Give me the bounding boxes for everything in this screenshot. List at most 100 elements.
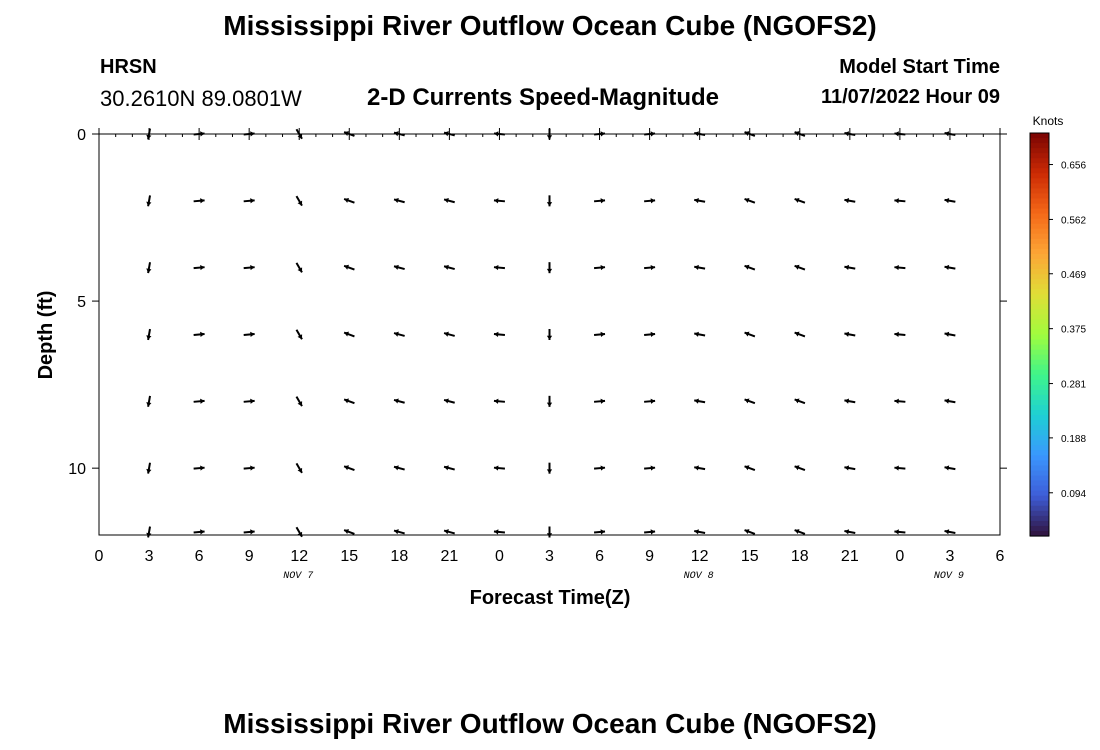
colorbar-swatch	[1030, 349, 1049, 356]
vector-arrow-head	[250, 331, 255, 337]
vector-arrow-head	[493, 529, 499, 535]
vector-arrow-head	[794, 197, 800, 203]
vector-arrow-head	[546, 402, 553, 407]
chart-title-repeat: Mississippi River Outflow Ocean Cube (NG…	[223, 708, 877, 739]
vector-arrow-head	[444, 398, 449, 404]
date-label: NOV 9	[934, 571, 964, 582]
x-tick-label: 18	[390, 548, 408, 565]
colorbar-swatch	[1030, 133, 1049, 139]
colorbar-swatch	[1030, 384, 1049, 391]
vector-arrow-head	[744, 264, 750, 270]
vector-arrow-head	[694, 398, 699, 404]
x-tick-label: 15	[340, 548, 358, 565]
colorbar-swatch	[1030, 410, 1049, 416]
vector-arrow-head	[250, 465, 255, 471]
colorbar-swatch	[1030, 218, 1049, 225]
vector-arrow-head	[650, 529, 656, 535]
colorbar-swatch	[1030, 364, 1049, 371]
colorbar-swatch	[1030, 465, 1049, 472]
vector-arrow-head	[944, 398, 950, 404]
colorbar-swatch	[1030, 148, 1049, 154]
vector-arrow-head	[944, 465, 950, 471]
colorbar-swatch	[1030, 314, 1049, 320]
vector-arrow-head	[297, 267, 303, 273]
date-label: NOV 7	[283, 571, 313, 582]
vector-arrow-head	[200, 264, 205, 271]
chart-title: Mississippi River Outflow Ocean Cube (NG…	[223, 10, 877, 41]
vector-arrow-head	[250, 198, 255, 204]
colorbar-swatch	[1030, 263, 1049, 270]
vector-arrow-head	[694, 331, 699, 337]
vector-arrow-head	[650, 465, 656, 471]
vector-arrow-head	[546, 268, 553, 274]
x-tick-label: 3	[545, 548, 554, 565]
colorbar-swatch	[1030, 274, 1049, 280]
colorbar-swatch	[1030, 269, 1049, 275]
colorbar-swatch	[1030, 339, 1049, 346]
vector-arrow-head	[297, 467, 303, 473]
vector-arrow-head	[250, 529, 255, 535]
colorbar-swatch	[1030, 183, 1049, 190]
colorbar-swatch	[1030, 520, 1049, 527]
colorbar-swatch	[1030, 243, 1049, 250]
colorbar-swatch	[1030, 515, 1049, 522]
vector-arrow-head	[297, 133, 303, 139]
vector-arrow-head	[794, 264, 800, 270]
colorbar-swatch	[1030, 405, 1049, 411]
x-axis-label: Forecast Time(Z)	[470, 587, 631, 609]
vector-arrow-head	[694, 465, 699, 471]
colorbar-swatch	[1030, 163, 1049, 169]
colorbar: 0.094 0.188 0.281 0.375 0.469 0.562 0.656	[1029, 132, 1086, 537]
x-tick-label: 9	[645, 548, 654, 565]
x-tick-label: 3	[945, 548, 954, 565]
x-tick-label: 6	[996, 548, 1005, 565]
vector-arrow-head	[200, 529, 205, 535]
vector-arrow-head	[894, 465, 899, 471]
vector-arrow-head	[844, 264, 850, 271]
y-tick-label: 10	[68, 461, 86, 478]
vector-arrow-head	[344, 331, 350, 337]
colorbar-swatch	[1030, 289, 1049, 295]
station-coordinates: 30.2610N 89.0801W	[100, 86, 302, 111]
vector-arrow-head	[493, 264, 499, 271]
vector-arrow-head	[600, 331, 606, 337]
colorbar-swatch	[1030, 138, 1049, 144]
date-label: NOV 8	[684, 571, 714, 582]
colorbar-swatch	[1030, 203, 1049, 210]
vector-arrow-head	[200, 331, 205, 337]
vector-arrow-head	[894, 331, 899, 337]
vector-arrow-head	[546, 469, 553, 474]
model-start-label: Model Start Time	[839, 56, 1000, 78]
x-tick-label: 0	[895, 548, 904, 565]
vector-arrow-head	[844, 198, 850, 204]
vector-arrow-head	[344, 529, 350, 535]
colorbar-unit: Knots	[1033, 114, 1064, 128]
vector-arrow-head	[297, 531, 303, 537]
x-tick-label: 6	[195, 548, 204, 565]
colorbar-swatch	[1030, 279, 1049, 285]
vector-arrow-head	[394, 529, 399, 535]
vector-arrow-head	[444, 465, 449, 471]
colorbar-tick-label: 0.562	[1061, 215, 1086, 226]
vector-arrow-head	[444, 264, 449, 270]
colorbar-swatch	[1030, 510, 1049, 517]
vector-arrow-head	[250, 398, 255, 404]
x-tick-label: 12	[290, 548, 308, 565]
colorbar-tick-label: 0.656	[1061, 161, 1086, 172]
vector-arrow-head	[650, 331, 656, 337]
colorbar-frame	[1029, 132, 1050, 537]
vector-arrow-head	[794, 465, 800, 471]
vector-arrow-head	[694, 264, 699, 271]
colorbar-swatch	[1030, 238, 1049, 245]
colorbar-swatch	[1030, 168, 1049, 174]
vector-arrow-head	[146, 201, 152, 207]
vector-arrow-head	[546, 202, 553, 207]
vector-arrow-head	[493, 398, 499, 404]
vector-arrow-head	[694, 198, 699, 204]
vector-arrow-head	[744, 465, 750, 471]
colorbar-swatch	[1030, 208, 1049, 215]
colorbar-swatch	[1030, 324, 1049, 331]
vector-arrow-head	[546, 335, 553, 340]
colorbar-swatch	[1030, 198, 1049, 205]
vector-arrow-head	[146, 268, 152, 274]
